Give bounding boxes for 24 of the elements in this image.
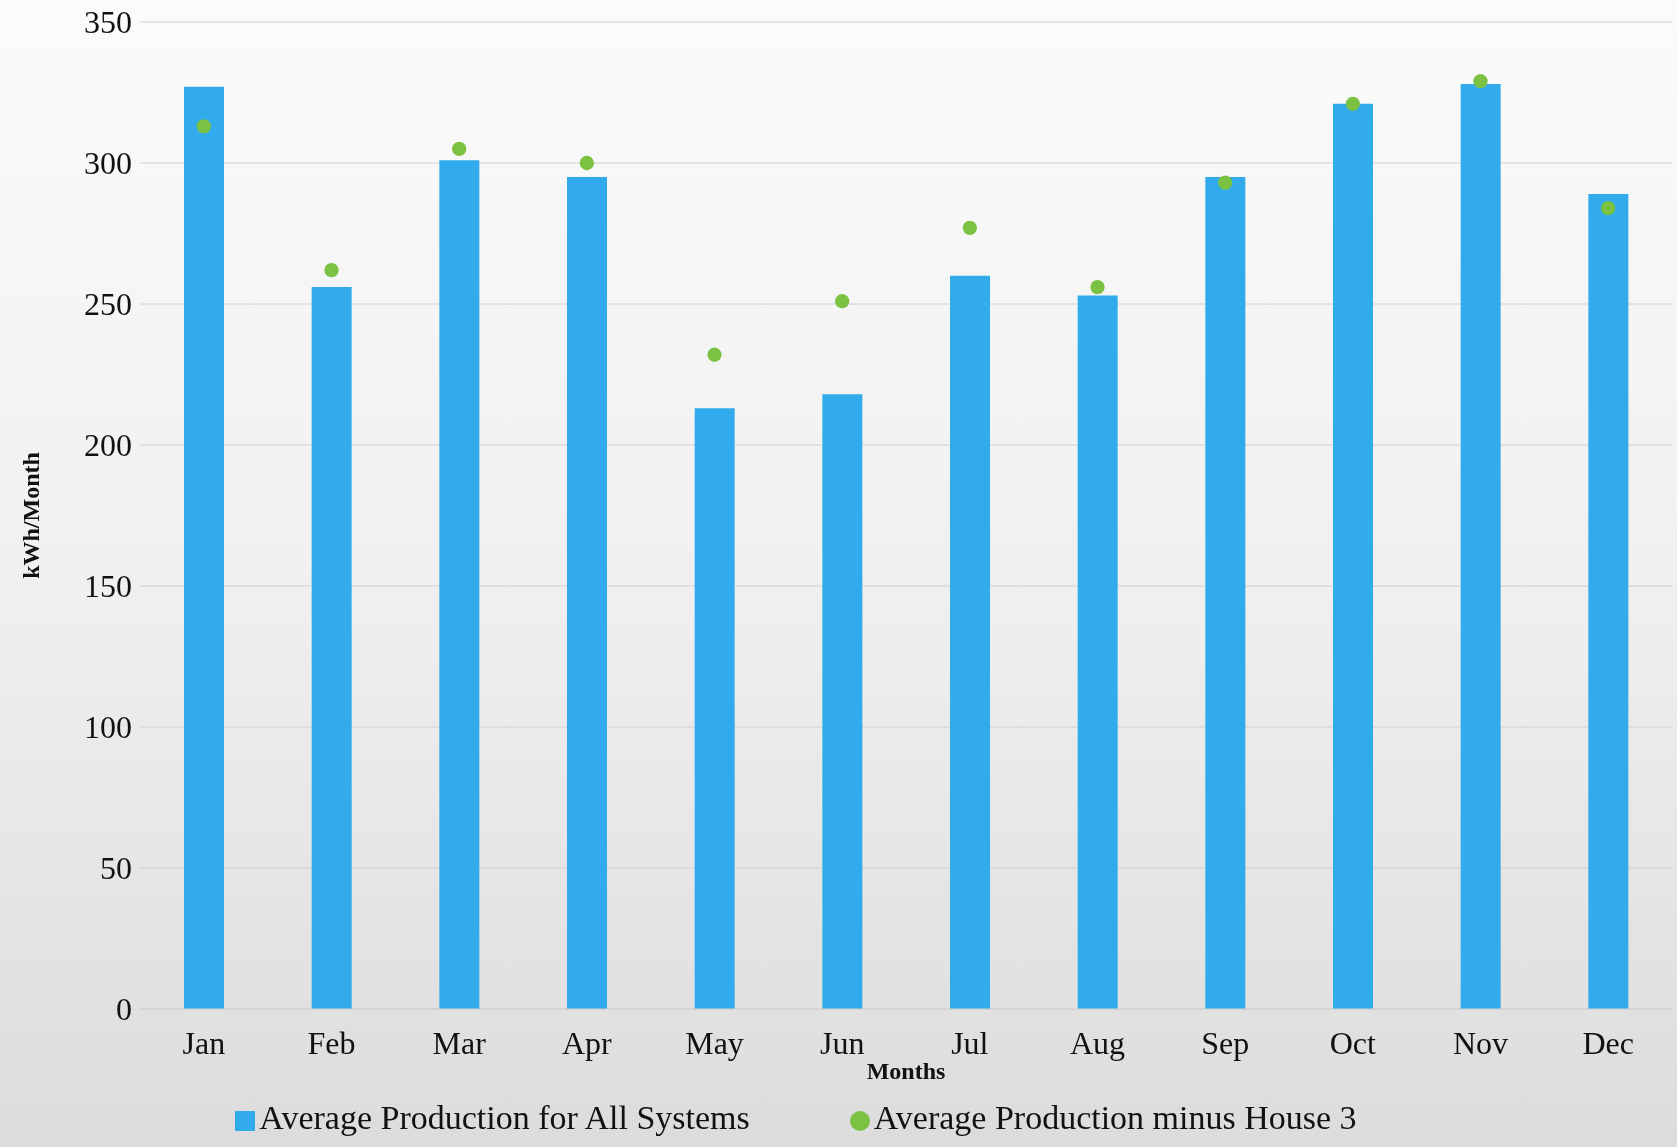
y-tick-label: 100 [84, 709, 132, 746]
legend-label: Average Production for All Systems [259, 1099, 750, 1136]
x-axis-title: Months [866, 1058, 946, 1084]
y-tick-label: 250 [84, 286, 132, 323]
x-tick-label: Mar [432, 1024, 487, 1061]
x-tick-label: Jan [182, 1024, 226, 1061]
y-axis-title: kWh/Month [17, 452, 44, 579]
y-tick-label: 200 [84, 427, 132, 464]
legend-label: Average Production minus House 3 [873, 1099, 1357, 1136]
y-tick-label: 50 [100, 850, 132, 887]
x-tick-label: Jul [951, 1024, 989, 1061]
y-tick-label: 350 [84, 4, 132, 41]
x-tick-label: Aug [1069, 1024, 1126, 1061]
x-tick-label: May [685, 1024, 744, 1061]
x-tick-label: Oct [1329, 1024, 1377, 1061]
y-tick-label: 300 [84, 145, 132, 182]
x-tick-label: Nov [1452, 1024, 1509, 1061]
y-tick-label: 0 [116, 991, 132, 1028]
y-tick-label: 150 [84, 568, 132, 605]
x-tick-label: Dec [1582, 1024, 1634, 1061]
x-tick-label: Jun [819, 1024, 865, 1061]
x-tick-label: Apr [561, 1024, 613, 1061]
x-tick-label: Feb [307, 1024, 356, 1061]
x-tick-label: Sep [1201, 1024, 1250, 1061]
